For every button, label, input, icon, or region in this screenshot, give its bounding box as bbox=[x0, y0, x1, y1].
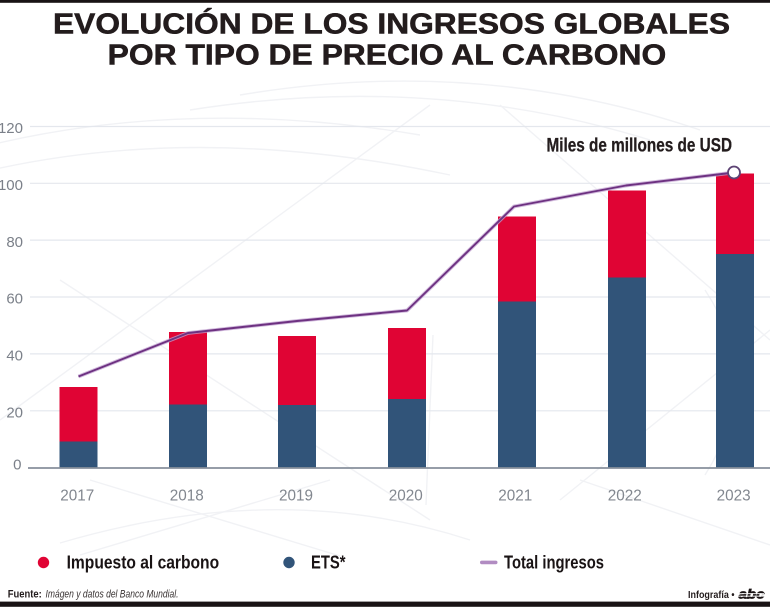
svg-text:2017: 2017 bbox=[60, 488, 94, 505]
svg-text:POR TIPO DE PRECIO AL CARBONO: POR TIPO DE PRECIO AL CARBONO bbox=[108, 39, 667, 71]
svg-text:40: 40 bbox=[6, 348, 23, 365]
svg-text:Imágen y datos del Banco Mundi: Imágen y datos del Banco Mundial. bbox=[46, 589, 179, 601]
svg-text:20: 20 bbox=[6, 404, 23, 421]
svg-text:2019: 2019 bbox=[279, 488, 313, 505]
svg-text:Infografía •: Infografía • bbox=[688, 589, 735, 601]
svg-text:80: 80 bbox=[6, 234, 23, 251]
svg-text:ETS*: ETS* bbox=[311, 553, 346, 573]
svg-text:2022: 2022 bbox=[608, 488, 642, 505]
svg-text:Fuente:: Fuente: bbox=[8, 589, 42, 601]
svg-text:2018: 2018 bbox=[170, 488, 204, 505]
svg-text:Total ingresos: Total ingresos bbox=[504, 553, 604, 573]
svg-text:EVOLUCIÓN DE LOS INGRESOS GLOB: EVOLUCIÓN DE LOS INGRESOS GLOBALES bbox=[53, 7, 730, 41]
svg-text:120: 120 bbox=[0, 120, 23, 137]
svg-text:2021: 2021 bbox=[498, 488, 532, 505]
svg-text:Miles de millones de USD: Miles de millones de USD bbox=[547, 136, 733, 157]
svg-text:2020: 2020 bbox=[389, 488, 423, 505]
svg-text:2023: 2023 bbox=[717, 488, 751, 505]
svg-text:60: 60 bbox=[6, 291, 23, 308]
svg-text:0: 0 bbox=[13, 457, 21, 474]
svg-text:100: 100 bbox=[0, 177, 23, 194]
svg-text:Impuesto al carbono: Impuesto al carbono bbox=[67, 553, 220, 573]
